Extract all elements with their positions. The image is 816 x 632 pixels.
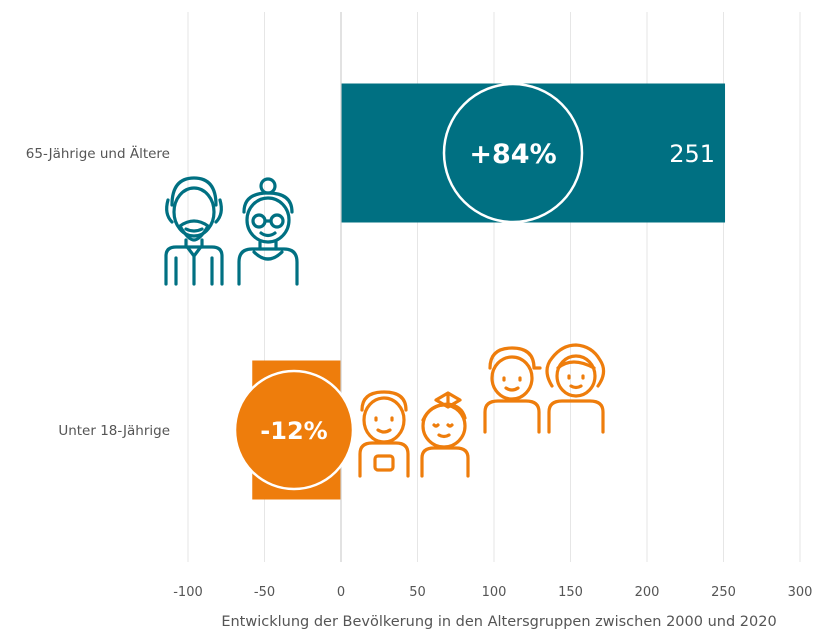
category-label: Unter 18-Jährige xyxy=(58,423,170,439)
x-tick-label: 0 xyxy=(337,585,345,600)
category-labels: 65-Jährige und Ältere Unter 18-Jährige xyxy=(26,144,170,439)
x-tick-label: -100 xyxy=(173,585,203,600)
percent-label: -12% xyxy=(260,417,327,445)
percent-badge-ring xyxy=(442,82,584,224)
x-axis-ticks: -100 -50 0 50 100 150 200 250 300 xyxy=(173,585,812,600)
x-axis-title: Entwicklung der Bevölkerung in den Alter… xyxy=(221,614,776,630)
x-tick-label: -50 xyxy=(254,585,275,600)
x-tick-label: 150 xyxy=(558,585,583,600)
elderly-couple-icon xyxy=(164,176,299,286)
x-tick-label: 100 xyxy=(482,585,507,600)
percent-label: +84% xyxy=(469,139,556,170)
x-tick-label: 50 xyxy=(409,585,426,600)
children-group-icon xyxy=(358,343,606,478)
x-tick-label: 250 xyxy=(711,585,736,600)
x-tick-label: 200 xyxy=(635,585,660,600)
category-label: 65-Jährige und Ältere xyxy=(26,144,170,162)
percent-badges: +84% -12% xyxy=(233,82,584,491)
bar-value-label: 251 xyxy=(669,140,715,168)
percent-badge xyxy=(233,369,355,491)
bar xyxy=(341,83,726,223)
x-tick-label: 300 xyxy=(788,585,813,600)
